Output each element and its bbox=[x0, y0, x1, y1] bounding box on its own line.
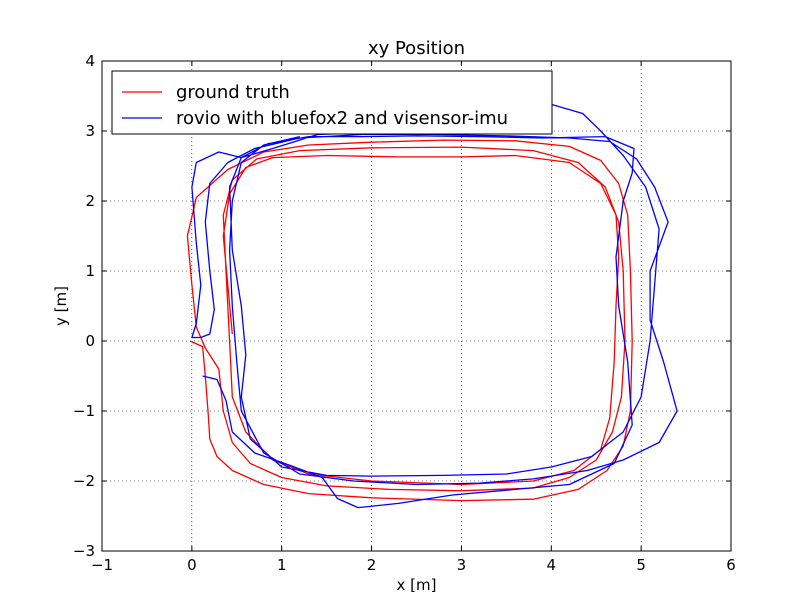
legend-entry-rovio: rovio with bluefox2 and visensor-imu bbox=[176, 108, 508, 129]
x-tick-label: 3 bbox=[457, 556, 467, 574]
y-tick-label: 1 bbox=[85, 262, 95, 280]
y-axis-label: y [m] bbox=[52, 286, 70, 326]
legend-entry-ground-truth: ground truth bbox=[176, 82, 290, 103]
x-tick-label: 5 bbox=[636, 556, 646, 574]
x-tick-label: 0 bbox=[187, 556, 197, 574]
x-tick-label: 4 bbox=[547, 556, 557, 574]
legend-box bbox=[111, 70, 553, 135]
x-axis-label: x [m] bbox=[397, 576, 437, 594]
y-tick-label: 2 bbox=[85, 192, 95, 210]
x-tick-label: 2 bbox=[367, 556, 377, 574]
legend: ground truth rovio with bluefox2 and vis… bbox=[111, 70, 553, 135]
y-tick-label: −3 bbox=[73, 542, 95, 560]
grid-lines bbox=[102, 61, 731, 551]
y-tick-label: −2 bbox=[73, 472, 95, 490]
axis-ticks: −1 0 1 2 3 4 5 6 −3 −2 −1 0 1 2 3 4 bbox=[73, 52, 736, 574]
chart-title: xy Position bbox=[368, 38, 465, 59]
plot-frame bbox=[101, 60, 732, 552]
x-tick-label: −1 bbox=[91, 556, 113, 574]
y-tick-label: −1 bbox=[73, 402, 95, 420]
x-tick-label: 1 bbox=[277, 556, 287, 574]
y-tick-label: 4 bbox=[85, 52, 95, 70]
y-tick-label: 3 bbox=[85, 122, 95, 140]
y-tick-label: 0 bbox=[85, 332, 95, 350]
x-tick-label: 6 bbox=[726, 556, 736, 574]
